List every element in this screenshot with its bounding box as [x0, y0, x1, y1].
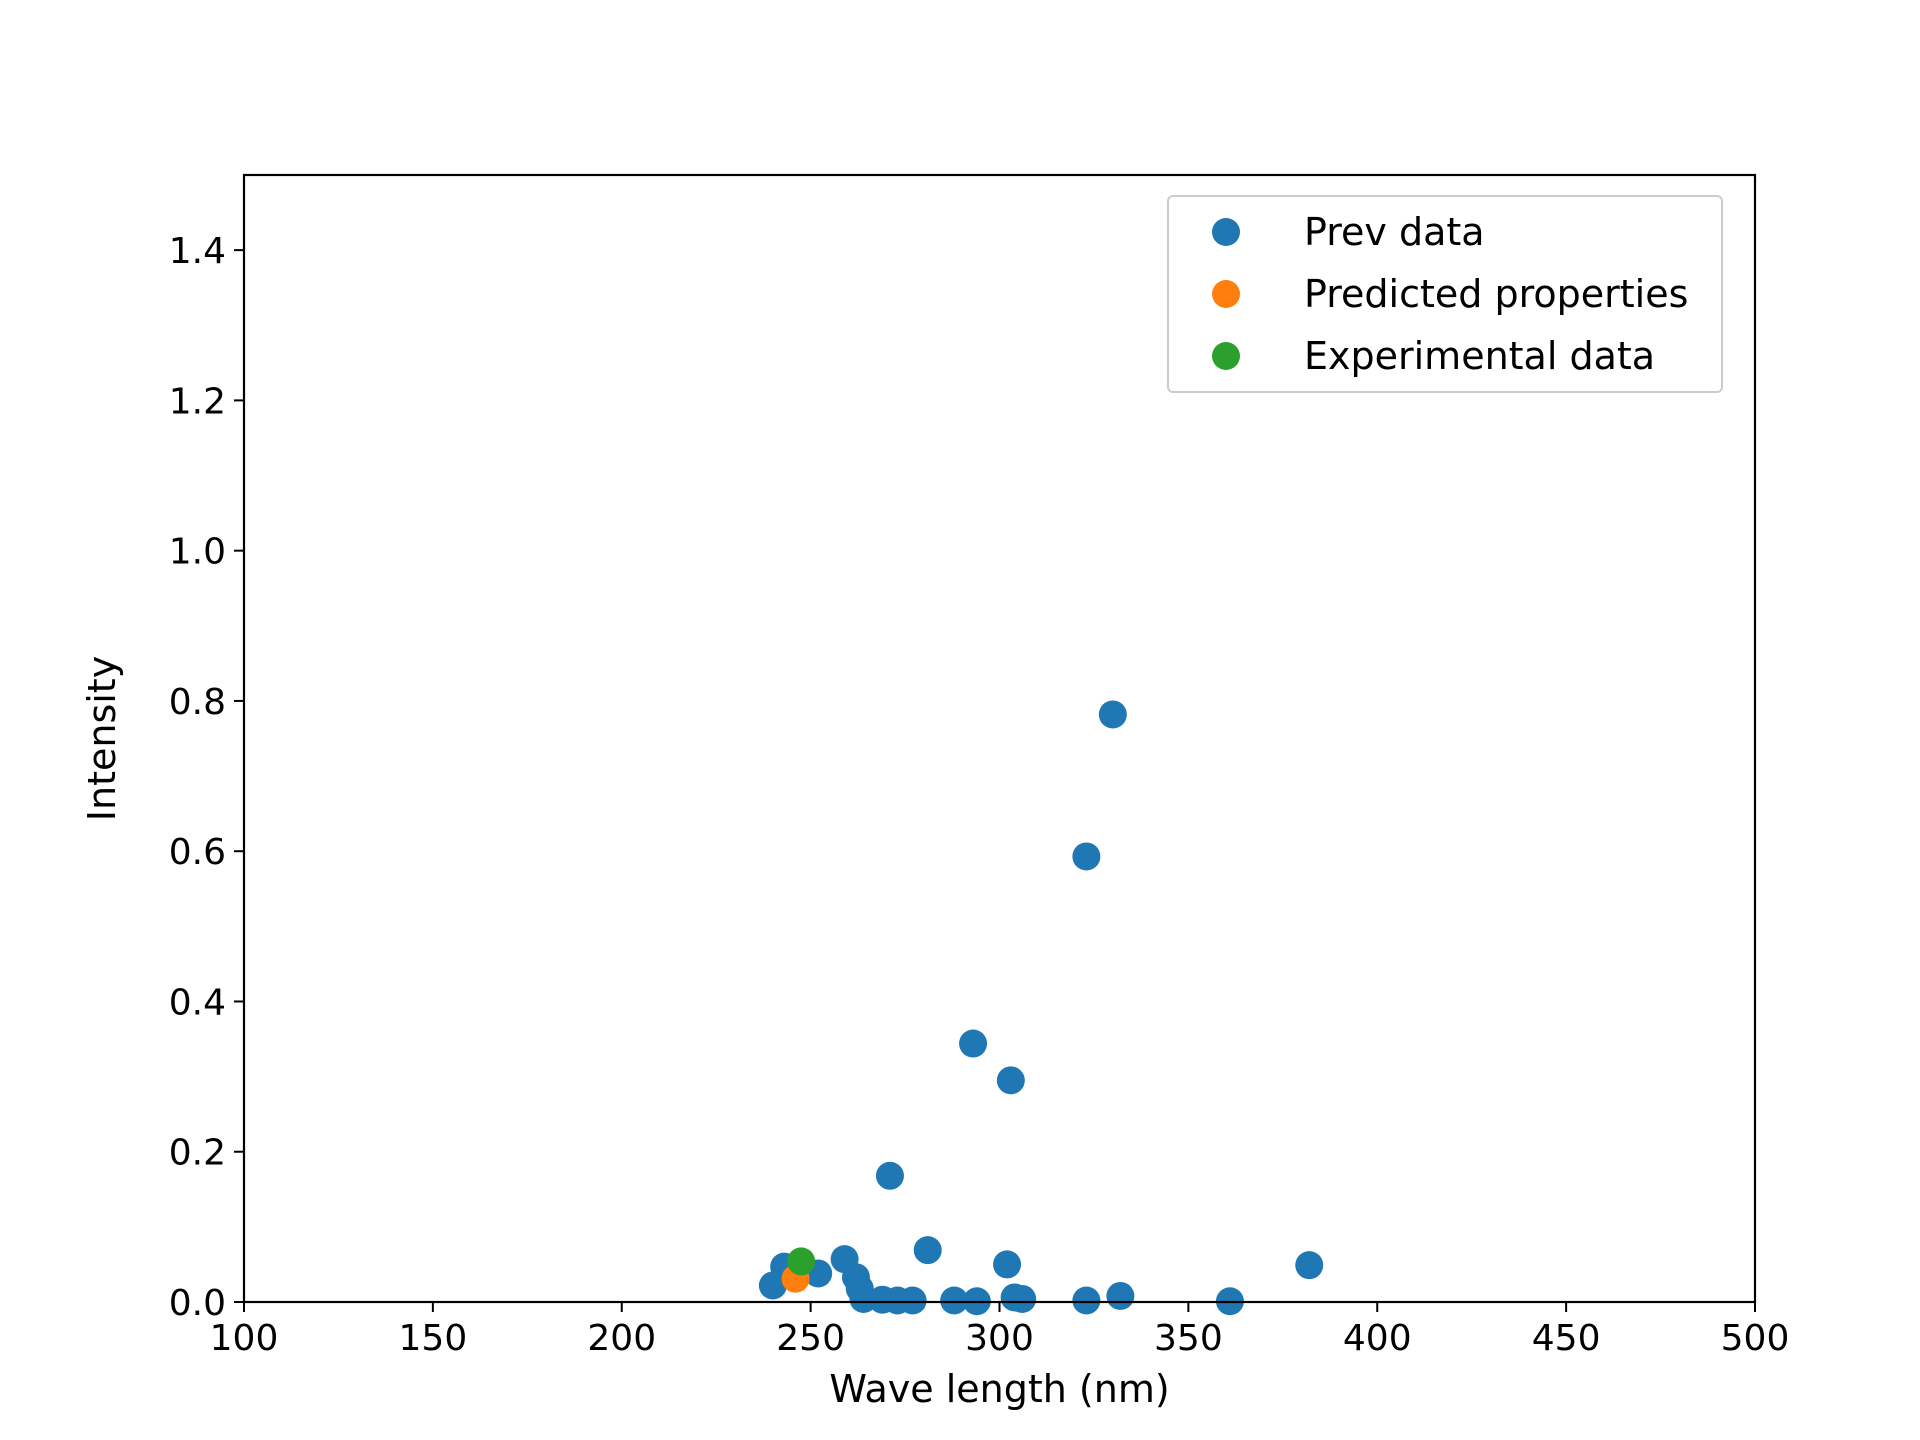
- scatter-point-1-13: [940, 1286, 969, 1315]
- x-tick-label: 300: [965, 1318, 1034, 1359]
- legend: Prev data Predicted properties Experimenta…: [1167, 195, 1723, 393]
- scatter-point-1-17: [996, 1066, 1025, 1095]
- scatter-point-1-25: [1295, 1251, 1324, 1280]
- y-tick-label: 1.4: [169, 231, 226, 272]
- scatter-point-1-12: [913, 1236, 942, 1265]
- y-tick-label: 1.0: [169, 532, 226, 573]
- x-tick-label: 450: [1532, 1318, 1601, 1359]
- x-tick-label: 350: [1154, 1318, 1223, 1359]
- scatter-point-1-23: [1106, 1281, 1135, 1310]
- scatter-point-1-14: [959, 1029, 988, 1058]
- scatter-point-1-9: [875, 1161, 904, 1190]
- y-tick-label: 0.0: [169, 1283, 226, 1324]
- y-tick-label: 0.2: [169, 1133, 226, 1174]
- legend-marker: [1212, 218, 1240, 246]
- y-axis-ticks: 0.0 0.2 0.4 0.6 0.8 1.0 1.2 1.4: [169, 231, 244, 1324]
- x-tick-label: 500: [1721, 1318, 1790, 1359]
- y-tick-label: 0.8: [169, 682, 226, 723]
- legend-entry-label: Experimental data: [1304, 334, 1655, 378]
- x-tick-label: 100: [210, 1318, 279, 1359]
- legend-marker: [1212, 280, 1240, 308]
- legend-marker: [1212, 342, 1240, 370]
- x-tick-label: 400: [1343, 1318, 1412, 1359]
- scatter-point-1-19: [1008, 1284, 1037, 1313]
- plot-marks: [758, 700, 1324, 1316]
- y-tick-label: 1.2: [169, 381, 226, 422]
- y-tick-label: 0.4: [169, 982, 226, 1023]
- x-tick-label: 150: [399, 1318, 468, 1359]
- x-tick-label: 250: [776, 1318, 845, 1359]
- legend-box: [1167, 195, 1723, 393]
- scatter-point-1-22: [1098, 700, 1127, 729]
- x-tick-label: 200: [587, 1318, 656, 1359]
- x-axis-ticks: 100 150 200 250 300 350 400 450 500: [210, 1302, 1790, 1359]
- scatter-point-3-1: [787, 1247, 816, 1276]
- legend-entry-label: Predicted properties: [1304, 272, 1688, 316]
- scatter-point-1-20: [1072, 842, 1101, 871]
- scatter-point-1-21: [1072, 1286, 1101, 1315]
- y-axis-label: Intensity: [80, 656, 124, 821]
- x-axis-label: Wave length (nm): [829, 1367, 1169, 1411]
- y-tick-label: 0.6: [169, 832, 226, 873]
- legend-entry-label: Prev data: [1304, 210, 1485, 254]
- scatter-point-1-11: [898, 1286, 927, 1315]
- scatter-point-1-16: [993, 1250, 1022, 1279]
